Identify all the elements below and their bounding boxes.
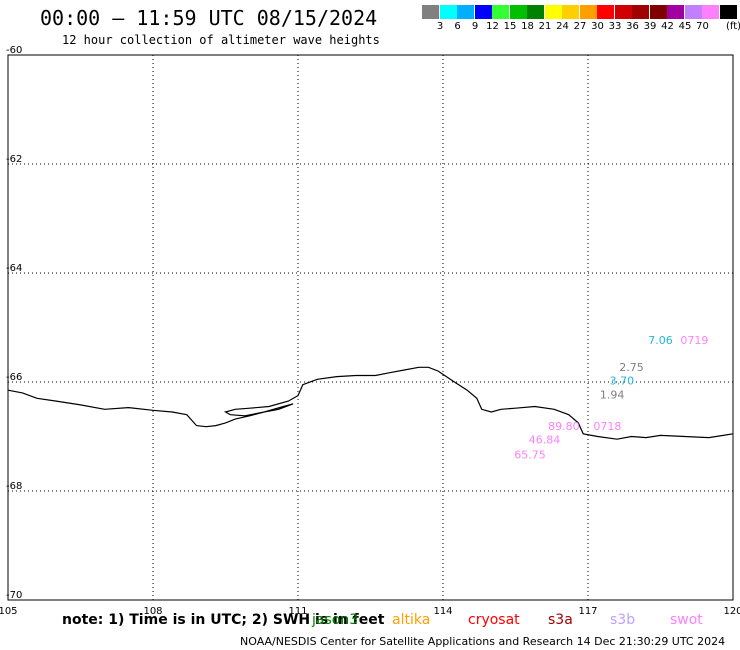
colorbar-tick-label: 21: [538, 21, 552, 32]
longitude-tick-label: 114: [433, 606, 452, 617]
colorbar-swatch: [492, 5, 509, 19]
colorbar-tick-label: 70: [696, 21, 709, 32]
colorbar-tick-label: 15: [503, 21, 517, 32]
colorbar-tick-label: 18: [521, 21, 534, 32]
latitude-tick-label: -60: [6, 45, 22, 56]
satellite-legend-item: s3b: [610, 612, 636, 628]
colorbar-swatch: [597, 5, 614, 19]
latitude-tick-label: -68: [6, 481, 22, 492]
colorbar-tick-label: 42: [661, 21, 674, 32]
colorbar-tick-label: 33: [608, 21, 622, 32]
colorbar-swatch: [562, 5, 579, 19]
wave-height-label: 0718: [593, 420, 621, 433]
satellite-legend-item: swot: [670, 612, 703, 628]
map-frame: [7, 54, 734, 601]
colorbar-swatch: [422, 5, 439, 19]
colorbar-swatch: [439, 5, 457, 19]
colorbar-tick-label: 39: [643, 21, 657, 32]
colorbar-swatch: [719, 5, 737, 19]
footer-note: note: 1) Time is in UTC; 2) SWH is in fe…: [62, 612, 385, 628]
satellite-legend-item: jason3: [312, 612, 359, 628]
latitude-tick-label: -62: [6, 154, 22, 165]
wave-height-label: 89.80: [548, 420, 580, 433]
colorbar-swatch: [527, 5, 544, 19]
colorbar-swatch: [702, 5, 719, 19]
colorbar-tick-label: 30: [591, 21, 604, 32]
satellite-legend-item: cryosat: [468, 612, 520, 628]
colorbar-tick-label: 45: [678, 21, 692, 32]
colorbar-swatch: [579, 5, 597, 19]
colorbar-swatch: [474, 5, 492, 19]
longitude-tick-label: 105: [0, 606, 18, 617]
latitude-tick-label: -70: [6, 590, 22, 601]
colorbar-tick-label: 9: [471, 21, 479, 32]
coastline: [7, 366, 734, 440]
satellite-legend-item: s3a: [548, 612, 573, 628]
longitude-tick-label: 108: [143, 606, 162, 617]
colorbar-tick-label: 3: [436, 21, 444, 32]
map-subtitle: 12 hour collection of altimeter wave hei…: [62, 33, 380, 47]
credit-line: NOAA/NESDIS Center for Satellite Applica…: [240, 635, 726, 648]
wave-height-label: 7.06: [648, 334, 673, 347]
longitude-tick-label: 111: [288, 606, 307, 617]
wave-height-label: 46.84: [529, 434, 561, 447]
colorbar-unit: (ft): [725, 21, 740, 32]
colorbar-swatch: [684, 5, 702, 19]
colorbar-swatch: [457, 5, 474, 19]
colorbar-swatch: [509, 5, 527, 19]
colorbar-swatch: [649, 5, 667, 19]
map-title: 00:00 – 11:59 UTC 08/15/2024: [40, 6, 378, 30]
wave-height-label: 3.70: [610, 375, 635, 388]
colorbar-swatch: [667, 5, 684, 19]
wave-height-label: 65.75: [514, 448, 546, 461]
wave-height-label: 0719: [680, 334, 708, 347]
wave-height-label: 1.94: [600, 388, 625, 401]
colorbar-swatch: [632, 5, 649, 19]
colorbar-tick-label: 27: [573, 21, 587, 32]
longitude-tick-label: 120: [723, 606, 740, 617]
colorbar-tick-label: 12: [486, 21, 499, 32]
colorbar-tick-label: 6: [454, 21, 461, 32]
colorbar-tick-label: 36: [626, 21, 639, 32]
colorbar-tick-label: 24: [556, 21, 569, 32]
colorbar-swatch: [544, 5, 562, 19]
longitude-tick-label: 117: [578, 606, 597, 617]
latitude-tick-label: -64: [6, 263, 22, 274]
wave-height-label: 2.75: [619, 361, 644, 374]
satellite-legend-item: altika: [392, 612, 431, 628]
colorbar-swatch: [614, 5, 632, 19]
latitude-tick-label: -66: [6, 372, 22, 383]
